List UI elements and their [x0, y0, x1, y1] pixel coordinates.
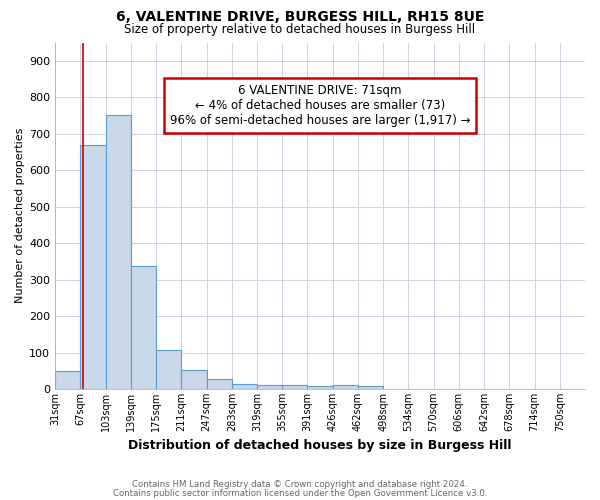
- Text: Contains HM Land Registry data © Crown copyright and database right 2024.: Contains HM Land Registry data © Crown c…: [132, 480, 468, 489]
- Bar: [307, 386, 332, 389]
- Text: Contains public sector information licensed under the Open Government Licence v3: Contains public sector information licen…: [113, 489, 487, 498]
- Bar: [257, 384, 282, 389]
- Bar: [181, 370, 206, 389]
- Y-axis label: Number of detached properties: Number of detached properties: [15, 128, 25, 304]
- Bar: [332, 386, 358, 389]
- Text: 6, VALENTINE DRIVE, BURGESS HILL, RH15 8UE: 6, VALENTINE DRIVE, BURGESS HILL, RH15 8…: [116, 10, 484, 24]
- Text: Size of property relative to detached houses in Burgess Hill: Size of property relative to detached ho…: [124, 22, 476, 36]
- Bar: [358, 386, 383, 389]
- Bar: [131, 266, 156, 389]
- Bar: [206, 379, 232, 389]
- Bar: [156, 350, 181, 389]
- Bar: [80, 146, 106, 389]
- Bar: [232, 384, 257, 389]
- X-axis label: Distribution of detached houses by size in Burgess Hill: Distribution of detached houses by size …: [128, 440, 512, 452]
- Bar: [55, 371, 80, 389]
- Bar: [106, 116, 131, 389]
- Text: 6 VALENTINE DRIVE: 71sqm
← 4% of detached houses are smaller (73)
96% of semi-de: 6 VALENTINE DRIVE: 71sqm ← 4% of detache…: [170, 84, 470, 127]
- Bar: [282, 386, 307, 389]
